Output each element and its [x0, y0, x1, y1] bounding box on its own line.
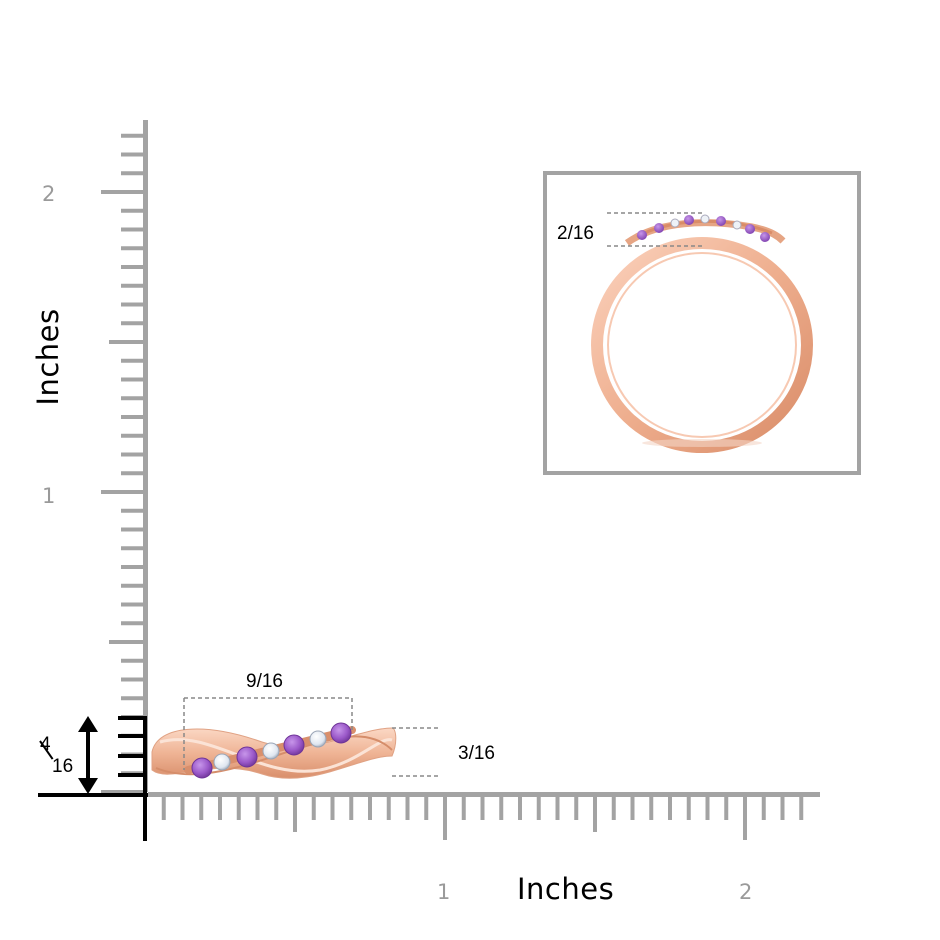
vertical-ruler-tick — [121, 508, 147, 513]
horizontal-ruler-tick — [555, 794, 560, 820]
vertical-ruler-tick — [121, 621, 147, 626]
ring-side-view — [151, 722, 397, 779]
vertical-ruler-tick — [121, 377, 147, 382]
horizontal-ruler-tick — [274, 794, 279, 820]
horizontal-ruler-tick — [668, 794, 672, 820]
horizontal-ruler-tick — [386, 794, 391, 820]
horizontal-ruler-tick — [236, 794, 241, 820]
vertical-ruler-tick — [121, 265, 147, 269]
vertical-ruler-tick — [121, 452, 147, 457]
vertical-ruler-tick — [121, 133, 147, 138]
vertical-ruler-tick — [121, 527, 147, 532]
y-axis-title: Inches — [31, 308, 65, 406]
vertical-ruler-tick — [121, 696, 147, 701]
horizontal-ruler-tick — [705, 794, 710, 820]
x-tick-label-2: 2 — [739, 880, 753, 904]
horizontal-ruler-tick — [799, 794, 804, 820]
x-axis-title: Inches — [517, 872, 615, 906]
ring-front-view — [591, 212, 813, 453]
vertical-ruler-tick — [121, 396, 147, 401]
vertical-ruler-tick — [121, 565, 147, 569]
horizontal-ruler-tick — [499, 794, 504, 820]
vertical-ruler-tick — [121, 471, 147, 476]
height-label: 3/16 — [458, 743, 495, 764]
horizontal-ruler-tick — [480, 794, 485, 820]
vertical-ruler-tick — [109, 640, 147, 644]
vertical-ruler-tick — [121, 433, 147, 438]
x-tick-label-1: 1 — [437, 880, 451, 904]
amethyst-stone — [191, 757, 213, 779]
vertical-ruler-tick — [121, 302, 147, 307]
horizontal-ruler-tick — [574, 794, 579, 820]
horizontal-ruler-tick — [630, 794, 635, 820]
vertical-ruler-tick — [121, 677, 147, 682]
amethyst-stone — [283, 734, 305, 756]
width-dimension-lines — [183, 697, 353, 770]
vertical-ruler-tick — [121, 358, 147, 363]
vertical-ruler-tick — [121, 227, 147, 232]
vertical-ruler-tick — [101, 490, 147, 494]
horizontal-ruler-tick — [743, 794, 747, 840]
vertical-ruler-tick — [121, 583, 147, 588]
vertical-ruler-tick — [121, 171, 147, 176]
horizontal-ruler-tick — [724, 794, 729, 820]
horizontal-ruler-tick — [536, 794, 541, 820]
horizontal-ruler-tick — [593, 794, 597, 832]
vertical-ruler-tick — [101, 190, 147, 194]
horizontal-ruler-tick — [611, 794, 616, 820]
horizontal-ruler-tick — [518, 794, 522, 820]
amethyst-stone — [236, 746, 258, 768]
vertical-ruler-tick — [121, 546, 147, 551]
diamond-stone — [309, 730, 327, 748]
amethyst-stone — [330, 722, 352, 744]
height-dimension-lines — [392, 727, 438, 777]
vertical-ruler-tick — [109, 340, 147, 344]
horizontal-ruler-tick — [180, 794, 185, 820]
vertical-ruler-tick — [121, 602, 147, 607]
inset-height-label: 2/16 — [557, 223, 594, 244]
scale-arrow — [78, 716, 98, 794]
vertical-ruler-tick — [121, 208, 147, 213]
horizontal-ruler-tick — [368, 794, 372, 820]
diamond-stone — [213, 753, 231, 771]
horizontal-ruler-tick — [649, 794, 654, 820]
horizontal-ruler-tick — [330, 794, 335, 820]
horizontal-ruler-tick — [161, 794, 166, 820]
horizontal-ruler-tick — [293, 794, 297, 832]
horizontal-ruler-tick — [311, 794, 316, 820]
scale-numerator: 4 — [40, 734, 51, 755]
horizontal-ruler-tick — [686, 794, 691, 820]
width-label: 9/16 — [246, 671, 283, 692]
origin-marker — [38, 716, 148, 841]
horizontal-ruler-tick — [199, 794, 204, 820]
vertical-ruler-tick — [121, 283, 147, 288]
horizontal-ruler-tick — [461, 794, 466, 820]
front-view-inset: 2/16 — [543, 171, 861, 475]
scale-denominator: 16 — [52, 756, 74, 777]
vertical-ruler-tick — [121, 246, 147, 251]
horizontal-ruler-tick — [255, 794, 260, 820]
y-tick-label-1: 1 — [42, 484, 56, 508]
horizontal-ruler — [143, 792, 820, 840]
diamond-stone — [262, 742, 280, 760]
y-tick-label-2: 2 — [42, 182, 56, 206]
vertical-ruler-tick — [101, 790, 147, 794]
horizontal-ruler-tick — [405, 794, 410, 820]
vertical-ruler-tick — [121, 152, 147, 157]
vertical-ruler-tick — [121, 658, 147, 663]
horizontal-ruler-tick — [218, 794, 222, 820]
horizontal-ruler-tick — [424, 794, 429, 820]
horizontal-ruler-tick — [780, 794, 785, 820]
horizontal-ruler-tick — [349, 794, 354, 820]
vertical-ruler — [101, 120, 148, 794]
horizontal-ruler-tick — [761, 794, 766, 820]
horizontal-ruler-tick — [443, 794, 447, 840]
vertical-ruler-tick — [121, 415, 147, 419]
vertical-ruler-tick — [121, 321, 147, 326]
